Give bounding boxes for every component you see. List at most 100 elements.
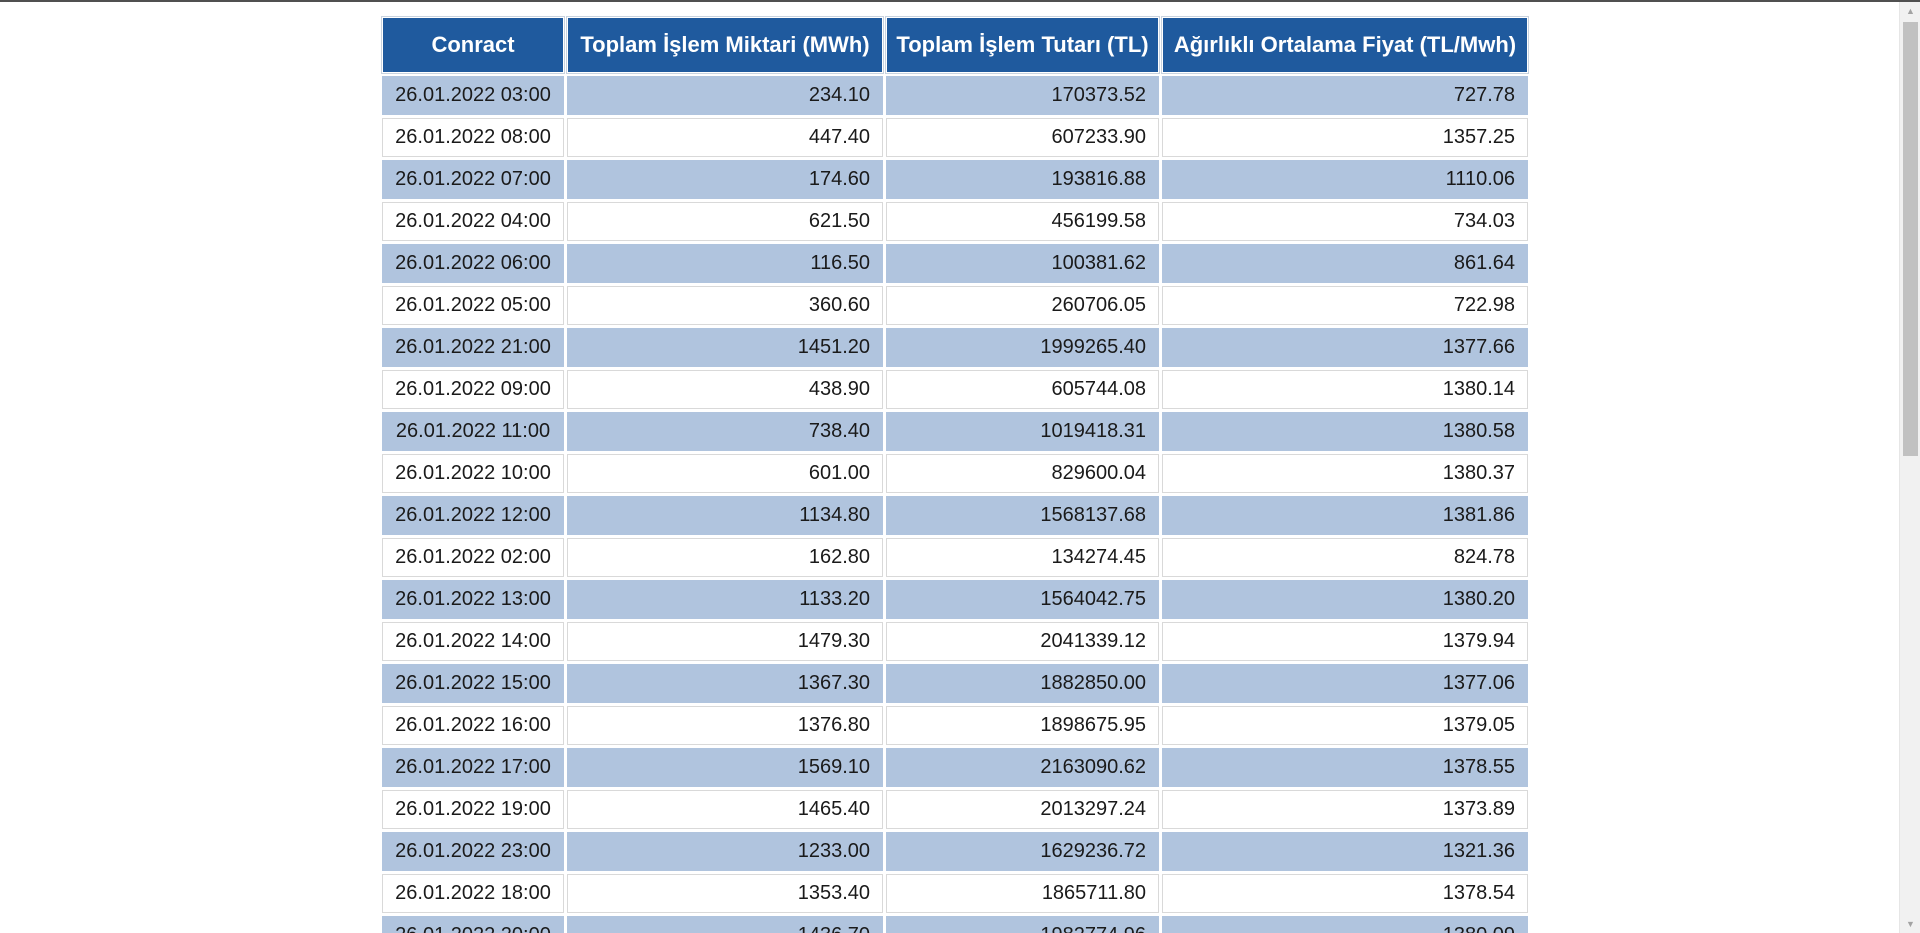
cell-weighted-average-price: 1377.06: [1162, 664, 1528, 703]
table-row: 26.01.2022 19:00 1465.40 2013297.24 1373.89: [382, 790, 1528, 829]
cell-contract: 26.01.2022 04:00: [382, 202, 564, 241]
header-weighted-average-price[interactable]: Ağırlıklı Ortalama Fiyat (TL/Mwh): [1161, 16, 1529, 74]
cell-weighted-average-price: 727.78: [1162, 76, 1528, 115]
cell-total-quantity: 1353.40: [567, 874, 883, 913]
cell-total-amount: 1865711.80: [886, 874, 1159, 913]
header-contract[interactable]: Conract: [381, 16, 565, 74]
table-row: 26.01.2022 15:00 1367.30 1882850.00 1377.06: [382, 664, 1528, 703]
cell-total-quantity: 621.50: [567, 202, 883, 241]
cell-contract: 26.01.2022 03:00: [382, 76, 564, 115]
cell-total-amount: 1564042.75: [886, 580, 1159, 619]
cell-total-amount: 260706.05: [886, 286, 1159, 325]
cell-total-amount: 605744.08: [886, 370, 1159, 409]
cell-total-amount: 829600.04: [886, 454, 1159, 493]
cell-weighted-average-price: 1381.86: [1162, 496, 1528, 535]
cell-contract: 26.01.2022 15:00: [382, 664, 564, 703]
cell-contract: 26.01.2022 14:00: [382, 622, 564, 661]
cell-total-quantity: 162.80: [567, 538, 883, 577]
table-row: 26.01.2022 08:00 447.40 607233.90 1357.25: [382, 118, 1528, 157]
table-row: 26.01.2022 05:00 360.60 260706.05 722.98: [382, 286, 1528, 325]
cell-contract: 26.01.2022 23:00: [382, 832, 564, 871]
cell-total-quantity: 234.10: [567, 76, 883, 115]
cell-weighted-average-price: 1357.25: [1162, 118, 1528, 157]
cell-contract: 26.01.2022 19:00: [382, 790, 564, 829]
vertical-scrollbar[interactable]: ▲ ▼: [1899, 2, 1920, 933]
table-row: 26.01.2022 09:00 438.90 605744.08 1380.14: [382, 370, 1528, 409]
cell-total-quantity: 601.00: [567, 454, 883, 493]
cell-total-quantity: 447.40: [567, 118, 883, 157]
cell-total-quantity: 1479.30: [567, 622, 883, 661]
header-total-amount[interactable]: Toplam İşlem Tutarı (TL): [885, 16, 1160, 74]
cell-total-amount: 1999265.40: [886, 328, 1159, 367]
cell-weighted-average-price: 824.78: [1162, 538, 1528, 577]
table-header: Conract Toplam İşlem Miktari (MWh) Topla…: [381, 16, 1529, 74]
header-total-quantity[interactable]: Toplam İşlem Miktari (MWh): [566, 16, 884, 74]
cell-total-quantity: 116.50: [567, 244, 883, 283]
contracts-table: Conract Toplam İşlem Miktari (MWh) Topla…: [379, 14, 1531, 933]
header-row: Conract Toplam İşlem Miktari (MWh) Topla…: [381, 16, 1529, 74]
cell-total-quantity: 174.60: [567, 160, 883, 199]
cell-total-quantity: 1133.20: [567, 580, 883, 619]
cell-contract: 26.01.2022 10:00: [382, 454, 564, 493]
cell-weighted-average-price: 1379.05: [1162, 706, 1528, 745]
cell-total-quantity: 360.60: [567, 286, 883, 325]
cell-weighted-average-price: 1380.58: [1162, 412, 1528, 451]
cell-weighted-average-price: 1380.14: [1162, 370, 1528, 409]
cell-total-quantity: 738.40: [567, 412, 883, 451]
cell-total-amount: 1629236.72: [886, 832, 1159, 871]
cell-contract: 26.01.2022 16:00: [382, 706, 564, 745]
table-row: 26.01.2022 18:00 1353.40 1865711.80 1378.54: [382, 874, 1528, 913]
table-row: 26.01.2022 16:00 1376.80 1898675.95 1379.05: [382, 706, 1528, 745]
cell-weighted-average-price: 734.03: [1162, 202, 1528, 241]
cell-weighted-average-price: 1379.94: [1162, 622, 1528, 661]
cell-total-quantity: 438.90: [567, 370, 883, 409]
cell-total-amount: 607233.90: [886, 118, 1159, 157]
table-row: 26.01.2022 03:00 234.10 170373.52 727.78: [382, 76, 1528, 115]
table-row: 26.01.2022 21:00 1451.20 1999265.40 1377.66: [382, 328, 1528, 367]
cell-total-amount: 134274.45: [886, 538, 1159, 577]
cell-contract: 26.01.2022 08:00: [382, 118, 564, 157]
cell-total-quantity: 1376.80: [567, 706, 883, 745]
table-row: 26.01.2022 12:00 1134.80 1568137.68 1381.86: [382, 496, 1528, 535]
cell-contract: 26.01.2022 02:00: [382, 538, 564, 577]
cell-weighted-average-price: 1373.89: [1162, 790, 1528, 829]
scroll-up-icon[interactable]: ▲: [1906, 6, 1915, 16]
cell-contract: 26.01.2022 20:00: [382, 916, 564, 933]
table-row: 26.01.2022 06:00 116.50 100381.62 861.64: [382, 244, 1528, 283]
table-row: 26.01.2022 14:00 1479.30 2041339.12 1379.94: [382, 622, 1528, 661]
cell-contract: 26.01.2022 07:00: [382, 160, 564, 199]
cell-total-amount: 2163090.62: [886, 748, 1159, 787]
table-row: 26.01.2022 11:00 738.40 1019418.31 1380.58: [382, 412, 1528, 451]
cell-total-quantity: 1465.40: [567, 790, 883, 829]
scrollbar-thumb[interactable]: [1903, 22, 1918, 456]
cell-total-amount: 1982774.96: [886, 916, 1159, 933]
cell-total-quantity: 1367.30: [567, 664, 883, 703]
cell-total-amount: 2041339.12: [886, 622, 1159, 661]
table-body: 26.01.2022 03:00 234.10 170373.52 727.78 26.…: [382, 76, 1528, 933]
cell-contract: 26.01.2022 09:00: [382, 370, 564, 409]
cell-contract: 26.01.2022 18:00: [382, 874, 564, 913]
cell-total-amount: 170373.52: [886, 76, 1159, 115]
table-row: 26.01.2022 17:00 1569.10 2163090.62 1378.55: [382, 748, 1528, 787]
cell-weighted-average-price: 1378.55: [1162, 748, 1528, 787]
cell-contract: 26.01.2022 06:00: [382, 244, 564, 283]
scroll-down-icon[interactable]: ▼: [1906, 919, 1915, 929]
table-row: 26.01.2022 20:001436.701982774.961380.09: [382, 916, 1528, 933]
table-row: 26.01.2022 23:00 1233.00 1629236.72 1321.36: [382, 832, 1528, 871]
cell-total-amount: 1568137.68: [886, 496, 1159, 535]
cell-total-amount: 456199.58: [886, 202, 1159, 241]
table-row: 26.01.2022 04:00 621.50 456199.58 734.03: [382, 202, 1528, 241]
cell-weighted-average-price: 1378.54: [1162, 874, 1528, 913]
cell-contract: 26.01.2022 21:00: [382, 328, 564, 367]
cell-total-amount: 1019418.31: [886, 412, 1159, 451]
cell-total-amount: 1882850.00: [886, 664, 1159, 703]
cell-contract: 26.01.2022 13:00: [382, 580, 564, 619]
cell-contract: 26.01.2022 11:00: [382, 412, 564, 451]
cell-total-amount: 1898675.95: [886, 706, 1159, 745]
cell-weighted-average-price: 1377.66: [1162, 328, 1528, 367]
cell-contract: 26.01.2022 05:00: [382, 286, 564, 325]
cell-weighted-average-price: 1380.37: [1162, 454, 1528, 493]
cell-total-quantity: 1451.20: [567, 328, 883, 367]
cell-contract: 26.01.2022 12:00: [382, 496, 564, 535]
cell-weighted-average-price: 1380.09: [1162, 916, 1528, 933]
